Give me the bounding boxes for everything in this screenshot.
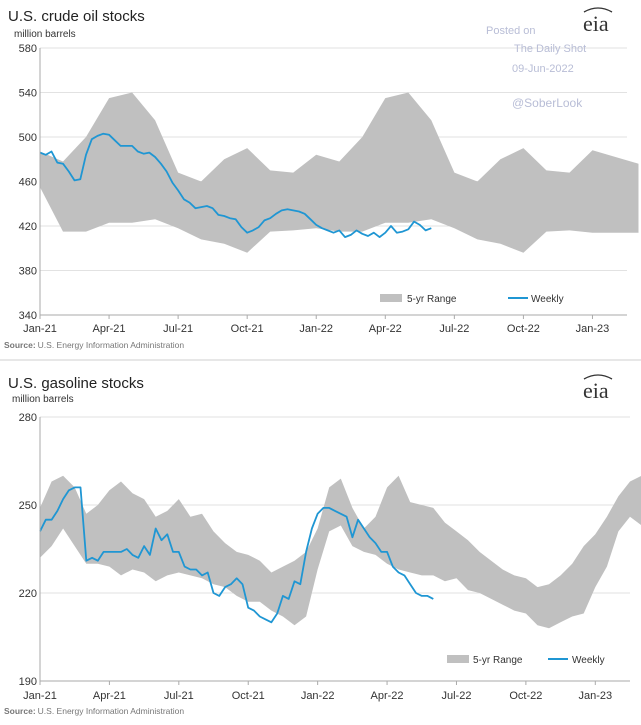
gas-y-tick-label: 250 — [19, 500, 37, 512]
gasoline-source-text: U.S. Energy Information Administration — [38, 706, 185, 716]
posted-handle-text: @SoberLook — [512, 96, 583, 110]
eia-logo-icon: eia — [583, 11, 609, 36]
crude-x-tick-label: Jan-23 — [576, 323, 610, 335]
gas-x-tick-label: Jul-22 — [441, 690, 471, 702]
gas-x-tick-label: Apr-22 — [371, 690, 404, 702]
gas-x-tick-label: Jul-21 — [164, 690, 194, 702]
crude-y-tick-label: 460 — [19, 177, 37, 189]
gas-x-tick-label: Jan-21 — [23, 690, 57, 702]
gas-x-tick-label: Jan-22 — [301, 690, 335, 702]
crude-x-tick-label: Apr-21 — [93, 323, 126, 335]
gas-legend-range-label: 5-yr Range — [473, 655, 523, 666]
crude-x-tick-label: Jan-22 — [299, 323, 333, 335]
gasoline-source-prefix: Source: — [4, 706, 36, 716]
posted-date-text: 09-Jun-2022 — [512, 63, 574, 75]
gasoline-chart-title: U.S. gasoline stocks — [8, 375, 144, 392]
crude-x-tick-label: Jul-22 — [439, 323, 469, 335]
crude-chart-title: U.S. crude oil stocks — [8, 8, 145, 25]
crude-legend-weekly-label: Weekly — [531, 294, 564, 305]
crude-y-tick-label: 380 — [19, 266, 37, 278]
crude-y-tick-label: 540 — [19, 88, 37, 100]
eia-logo-icon: eia — [583, 378, 609, 403]
crude-legend-range-swatch — [380, 294, 402, 302]
crude-source-prefix: Source: — [4, 340, 36, 350]
crude-source-text: U.S. Energy Information Administration — [38, 340, 185, 350]
crude-unit-label: million barrels — [14, 29, 76, 40]
posted-on-text: Posted on — [486, 25, 536, 37]
crude-x-tick-label: Jul-21 — [163, 323, 193, 335]
gasoline-chart: 190 220 250 280 Jan-21 Apr-21 Jul-21 Oct-21 Jan-… — [19, 412, 641, 702]
gas-legend-weekly-label: Weekly — [572, 655, 605, 666]
gas-x-tick-label: Oct-22 — [509, 690, 542, 702]
eia-logo-swoosh-icon — [583, 374, 613, 380]
crude-x-tick-label: Apr-22 — [369, 323, 402, 335]
crude-legend-range-label: 5-yr Range — [407, 294, 457, 305]
crude-x-tick-label: Oct-22 — [507, 323, 540, 335]
crude-x-tick-label: Jan-21 — [23, 323, 57, 335]
crude-y-tick-label: 500 — [19, 132, 37, 144]
gas-y-tick-label: 190 — [19, 676, 37, 688]
posted-source-text: The Daily Shot — [514, 43, 586, 55]
crude-source-note: Source: U.S. Energy Information Administr… — [4, 340, 184, 350]
gas-x-tick-label: Jan-23 — [578, 690, 612, 702]
gasoline-source-note: Source: U.S. Energy Information Administr… — [4, 706, 184, 716]
crude-x-tick-label: Oct-21 — [231, 323, 264, 335]
crude-y-tick-label: 580 — [19, 43, 37, 55]
gas-x-tick-label: Apr-21 — [93, 690, 126, 702]
gas-x-tick-label: Oct-21 — [232, 690, 265, 702]
crude-y-tick-label: 340 — [19, 310, 37, 322]
gas-legend-range-swatch — [447, 655, 469, 663]
gas-range-band — [40, 475, 641, 629]
crude-range-band — [40, 92, 639, 253]
gas-weekly-line — [39, 486, 434, 624]
gas-y-tick-label: 220 — [19, 588, 37, 600]
gas-y-tick-label: 280 — [19, 412, 37, 424]
eia-logo-swoosh-icon — [583, 7, 613, 13]
crude-oil-chart: 340 380 420 460 500 540 580 Jan-21 Apr-21 Jul-21 O… — [19, 43, 639, 335]
crude-weekly-line — [39, 132, 432, 239]
crude-y-tick-label: 420 — [19, 221, 37, 233]
gasoline-unit-label: million barrels — [12, 394, 74, 405]
